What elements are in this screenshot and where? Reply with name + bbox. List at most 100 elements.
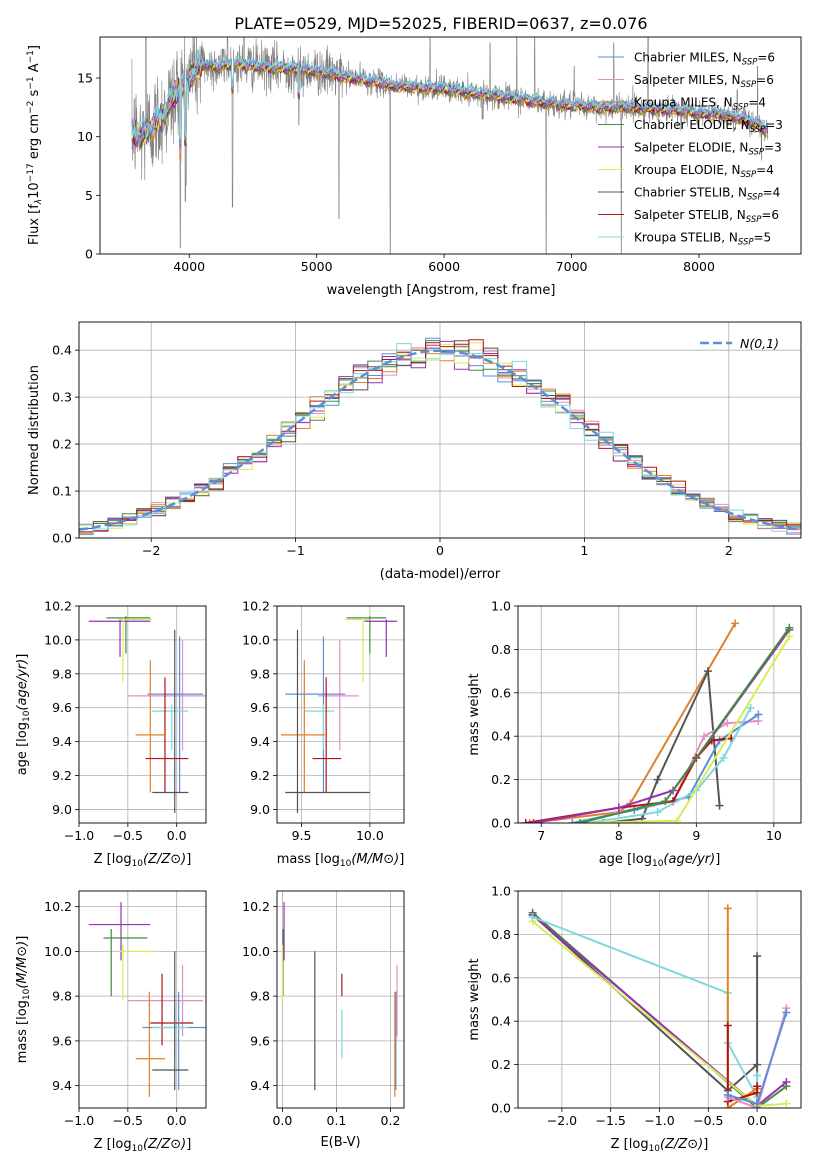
mass_vs_EBV-axes: 0.0 0.1 0.2 9.4 9.6 9.8 10.0 10.2 E(B-V) xyxy=(242,890,405,1150)
legend-entry-5: Kroupa ELODIE, NSSP=4 xyxy=(634,163,774,180)
mass_weight_vs_age-marker-8-2 xyxy=(785,623,794,632)
legend-entry-3: Chabrier ELODIE, NSSP=3 xyxy=(634,118,783,135)
mass_weight_vs_age-marker-5-3 xyxy=(719,753,728,762)
mass_weight_vs_age-series-1 xyxy=(603,667,721,823)
age_vs_mass-plot-area xyxy=(281,616,398,813)
mass_weight_vs_age-marker-7-2 xyxy=(785,632,794,641)
age_vs_Z-xtick-label: −0.5 xyxy=(113,828,143,843)
mass_weight_vs_age-series-5 xyxy=(587,707,752,823)
mass_weight_vs_age-axes: 7 8 9 10 0.0 0.2 0.4 0.6 0.8 1.0 age [log10(age/yr… xyxy=(467,599,802,869)
residuals-xlabel: (data-model)/error xyxy=(380,567,501,582)
age_vs_Z-ylabel: age [log10(age/yr)] xyxy=(15,654,32,776)
mass_weight_vs_Z-marker-6-0 xyxy=(723,1021,732,1030)
legend-gaussian-label: N(0,1) xyxy=(740,336,779,351)
mass_weight_vs_age-ytick-label: 0.0 xyxy=(491,816,511,831)
residuals-ytick-label: 0.2 xyxy=(52,437,72,452)
age_vs_Z-frame xyxy=(78,605,207,824)
mass_weight_vs_age-ytick-label: 0.2 xyxy=(491,772,511,787)
mass_weight_vs_Z-marker-6-3 xyxy=(753,1082,762,1091)
residuals-ytick-label: 0.0 xyxy=(52,531,72,546)
age_vs_Z-ytick-label: 9.6 xyxy=(52,700,72,715)
mass_weight_vs_Z-xtick-label: 0.0 xyxy=(747,1113,767,1128)
mass_vs_EBV-xlabel: E(B-V) xyxy=(320,1135,360,1150)
model-spectrum-chabrier-stelib xyxy=(131,55,769,150)
mass_vs_Z-xtick-label: −1.0 xyxy=(64,1113,94,1128)
mass_weight_vs_age-plot-area xyxy=(521,619,794,823)
mass_vs_Z-xlabel: Z [log10(Z/Z⊙)] xyxy=(94,1137,192,1154)
mass_weight_vs_Z-plot-area xyxy=(528,904,791,1108)
legend-entry-6: Chabrier STELIB, NSSP=4 xyxy=(634,186,780,203)
mass_weight_vs_age-series-8 xyxy=(579,627,791,823)
spectrum-frame xyxy=(99,36,802,255)
residuals-xtick-label: 2 xyxy=(725,543,733,558)
histogram-kroupa-stelib xyxy=(79,343,801,536)
age_vs_mass-ytick-label: 9.8 xyxy=(250,666,270,681)
mass_weight_vs_age-marker-8-1 xyxy=(661,797,670,806)
mass_vs_EBV-ytick-label: 9.6 xyxy=(250,1033,270,1048)
spectrum-ytick-label: 0 xyxy=(85,247,93,262)
residuals-frame xyxy=(78,321,802,539)
mass_weight_vs_age-xtick-label: 10 xyxy=(766,828,782,843)
age_vs_mass-xlabel: mass [log10(M/M⊙)] xyxy=(277,852,405,869)
mass_weight_vs_age-xtick-label: 8 xyxy=(615,828,623,843)
spectrum-ytick-label: 10 xyxy=(77,129,93,144)
mass_weight_vs_age-marker-8-0 xyxy=(576,819,585,823)
mass_weight_vs_Z-xtick-label: −2.0 xyxy=(547,1113,577,1128)
mass_vs_Z-plot-area xyxy=(88,902,206,1097)
age_vs_Z-ytick-label: 9.0 xyxy=(52,802,72,817)
age_vs_mass-xtick-label: 9.5 xyxy=(292,828,312,843)
legend-entry-4: Salpeter ELODIE, NSSP=3 xyxy=(634,141,782,158)
mass_weight_vs_age-xlabel: age [log10(age/yr)] xyxy=(599,852,721,869)
mass_vs_EBV-plot-area xyxy=(281,902,398,1097)
legend-entry-2: Kroupa MILES, NSSP=4 xyxy=(634,96,766,113)
mass_weight_vs_Z-xtick-label: −1.5 xyxy=(596,1113,626,1128)
spectrum-xlabel: wavelength [Angstrom, rest frame] xyxy=(327,283,556,298)
normal-distribution-curve xyxy=(79,349,799,532)
mass_weight_vs_Z-marker-4-4 xyxy=(753,1071,762,1080)
age_vs_mass-frame xyxy=(276,605,405,824)
mass_weight_vs_age-marker-2-3 xyxy=(700,732,709,741)
mass_weight_vs_Z-xtick-label: −1.0 xyxy=(644,1113,674,1128)
age_vs_mass-ytick-label: 9.4 xyxy=(250,734,270,749)
mass_vs_Z-xtick-label: 0.0 xyxy=(167,1113,187,1128)
mass_weight_vs_Z-ytick-label: 0.0 xyxy=(491,1101,511,1116)
mass_weight_vs_age-ytick-label: 0.8 xyxy=(491,642,511,657)
age_vs_mass-ytick-label: 9.2 xyxy=(250,768,270,783)
age_vs_Z-ytick-label: 10.0 xyxy=(44,632,72,647)
mass_weight_vs_Z-marker-4-0 xyxy=(528,913,537,922)
mass_vs_Z-ytick-label: 9.6 xyxy=(52,1033,72,1048)
mass_weight_vs_age-marker-5-4 xyxy=(746,703,755,712)
age_vs_mass-ytick-label: 9.6 xyxy=(250,700,270,715)
mass_weight_vs_age-series-0 xyxy=(529,622,736,823)
residuals-xtick-label: −1 xyxy=(286,543,304,558)
mass_vs_Z-axes: −1.0 −0.5 0.0 9.4 9.6 9.8 10.0 10.2 Z [log10(Z/Z… xyxy=(15,890,207,1154)
mass_weight_vs_Z-axes: −2.0 −1.5 −1.0 −0.5 0.0 0.0 0.2 0.4 0.6 0.8 1.0 Z [… xyxy=(467,884,802,1154)
spectrum-ylabel: Flux [fλ10−17 erg cm−2 s−1 A−1] xyxy=(26,45,44,245)
mass_vs_Z-ytick-label: 9.8 xyxy=(52,989,72,1004)
mass_weight_vs_age-marker-1-3 xyxy=(703,667,712,676)
mass_weight_vs_age-marker-6-0 xyxy=(529,819,538,823)
age_vs_Z-ytick-label: 10.2 xyxy=(44,599,72,614)
mass_weight_vs_age-marker-3-4 xyxy=(754,710,763,719)
mass_weight_vs_Z-marker-5-0 xyxy=(723,904,732,913)
mass_vs_EBV-xtick-label: 0.1 xyxy=(327,1113,347,1128)
mass_weight_vs_Z-xlabel: Z [log10(Z/Z⊙)] xyxy=(611,1137,709,1154)
age_vs_mass-ytick-label: 9.0 xyxy=(250,802,270,817)
residuals-ylabel: Normed distribution xyxy=(27,365,42,495)
mass_vs_EBV-frame xyxy=(276,890,405,1109)
mass_weight_vs_age-series-7 xyxy=(579,635,791,823)
mass_weight_vs_age-marker-6-1 xyxy=(614,803,623,812)
mass_weight_vs_age-marker-1-4 xyxy=(715,801,724,810)
mass_vs_Z-ytick-label: 10.0 xyxy=(44,944,72,959)
age_vs_Z-ytick-label: 9.8 xyxy=(52,666,72,681)
mass_vs_Z-ytick-label: 9.4 xyxy=(52,1078,72,1093)
age_vs_Z-ytick-label: 9.2 xyxy=(52,768,72,783)
mass_weight_vs_Z-ytick-label: 0.2 xyxy=(491,1057,511,1072)
mass_weight_vs_Z-ytick-label: 0.6 xyxy=(491,970,511,985)
legend-entry-1: Salpeter MILES, NSSP=6 xyxy=(634,73,774,90)
spectrum-xtick-label: 6000 xyxy=(428,259,460,274)
mass_weight_vs_age-marker-2-4 xyxy=(723,719,732,728)
mass_weight_vs_age-xtick-label: 9 xyxy=(692,828,700,843)
residuals-xtick-label: 1 xyxy=(580,543,588,558)
age_vs_mass-axes: 9.5 10.0 9.0 9.2 9.4 9.6 9.8 10.0 10.2 mass [log1… xyxy=(242,599,405,869)
